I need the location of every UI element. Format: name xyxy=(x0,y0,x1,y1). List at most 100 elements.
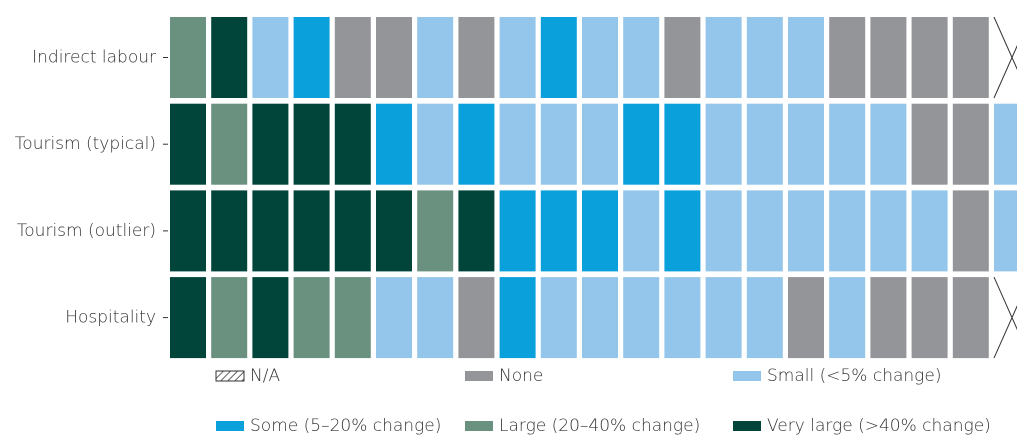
cell-cross xyxy=(993,276,1017,331)
cell xyxy=(788,277,824,359)
cell xyxy=(211,103,248,185)
cell xyxy=(334,190,371,272)
cell xyxy=(623,17,660,98)
cell xyxy=(170,190,206,272)
cell xyxy=(705,17,742,98)
cell xyxy=(293,190,330,272)
row-label: Tourism (outlier) xyxy=(17,221,156,241)
cell xyxy=(252,103,289,185)
legend-swatch xyxy=(465,371,493,381)
cell xyxy=(993,276,1017,359)
cell-cross xyxy=(993,16,1017,70)
cell xyxy=(499,17,536,98)
cell xyxy=(705,277,742,359)
cell xyxy=(870,277,907,359)
cell xyxy=(458,277,495,359)
cell xyxy=(376,277,412,359)
cell xyxy=(911,190,948,272)
cell xyxy=(952,277,989,359)
cell xyxy=(870,190,907,272)
cell xyxy=(417,277,454,359)
cell xyxy=(540,277,577,359)
cell xyxy=(458,103,495,185)
legend-label: Large (20–40% change) xyxy=(499,416,700,436)
cell xyxy=(417,190,454,272)
cell xyxy=(170,277,206,359)
cell xyxy=(376,17,412,98)
cell xyxy=(293,277,330,359)
cell xyxy=(746,190,783,272)
cell xyxy=(458,190,495,272)
cell xyxy=(788,17,824,98)
cell xyxy=(582,17,618,98)
cell xyxy=(540,190,577,272)
cell xyxy=(252,277,289,359)
cell xyxy=(170,17,206,98)
cell xyxy=(911,103,948,185)
cell xyxy=(788,103,824,185)
cell-cross xyxy=(993,45,1017,99)
cell xyxy=(952,103,989,185)
row-label: Indirect labour xyxy=(32,48,156,68)
legend-swatch xyxy=(216,421,244,431)
cell xyxy=(664,17,701,98)
cell xyxy=(623,190,660,272)
cell xyxy=(664,190,701,272)
cell xyxy=(664,103,701,185)
cell xyxy=(952,190,989,272)
cell xyxy=(376,190,412,272)
legend-swatch xyxy=(465,421,493,431)
cell xyxy=(334,277,371,359)
cell xyxy=(211,17,248,98)
legend-label: Small (<5% change) xyxy=(767,366,941,386)
cell-cross xyxy=(993,305,1017,359)
legend-label: N/A xyxy=(250,366,280,386)
cell xyxy=(499,277,536,359)
cell xyxy=(623,103,660,185)
cell xyxy=(582,190,618,272)
cell xyxy=(994,190,1017,272)
legend-swatch xyxy=(215,370,245,382)
legend-label: Some (5–20% change) xyxy=(250,416,441,436)
cell xyxy=(540,103,577,185)
cell xyxy=(499,103,536,185)
cell xyxy=(746,17,783,98)
cell xyxy=(746,103,783,185)
cell xyxy=(870,103,907,185)
cell xyxy=(911,17,948,98)
cell xyxy=(994,103,1017,185)
cell xyxy=(870,17,907,98)
cell xyxy=(417,17,454,98)
cell xyxy=(746,277,783,359)
cell xyxy=(376,103,412,185)
legend-swatch xyxy=(733,421,761,431)
cell xyxy=(211,277,248,359)
cell xyxy=(499,190,536,272)
cell xyxy=(829,103,866,185)
cell xyxy=(293,17,330,98)
cell xyxy=(293,103,330,185)
cell xyxy=(829,277,866,359)
cell xyxy=(664,277,701,359)
cell xyxy=(829,17,866,98)
cell xyxy=(417,103,454,185)
legend-label: None xyxy=(499,366,543,386)
row-label: Hospitality xyxy=(65,308,156,328)
cell xyxy=(170,103,206,185)
legend-swatch xyxy=(733,371,761,381)
cell xyxy=(582,277,618,359)
legend-label: Very large (>40% change) xyxy=(767,416,991,436)
cell xyxy=(458,17,495,98)
cell xyxy=(705,190,742,272)
cell xyxy=(788,190,824,272)
cell xyxy=(252,17,289,98)
cell xyxy=(582,103,618,185)
cell xyxy=(952,17,989,98)
cell xyxy=(211,190,248,272)
cell xyxy=(334,17,371,98)
cell xyxy=(334,103,371,185)
row-label: Tourism (typical) xyxy=(15,134,156,154)
cell xyxy=(911,277,948,359)
cell xyxy=(623,277,660,359)
